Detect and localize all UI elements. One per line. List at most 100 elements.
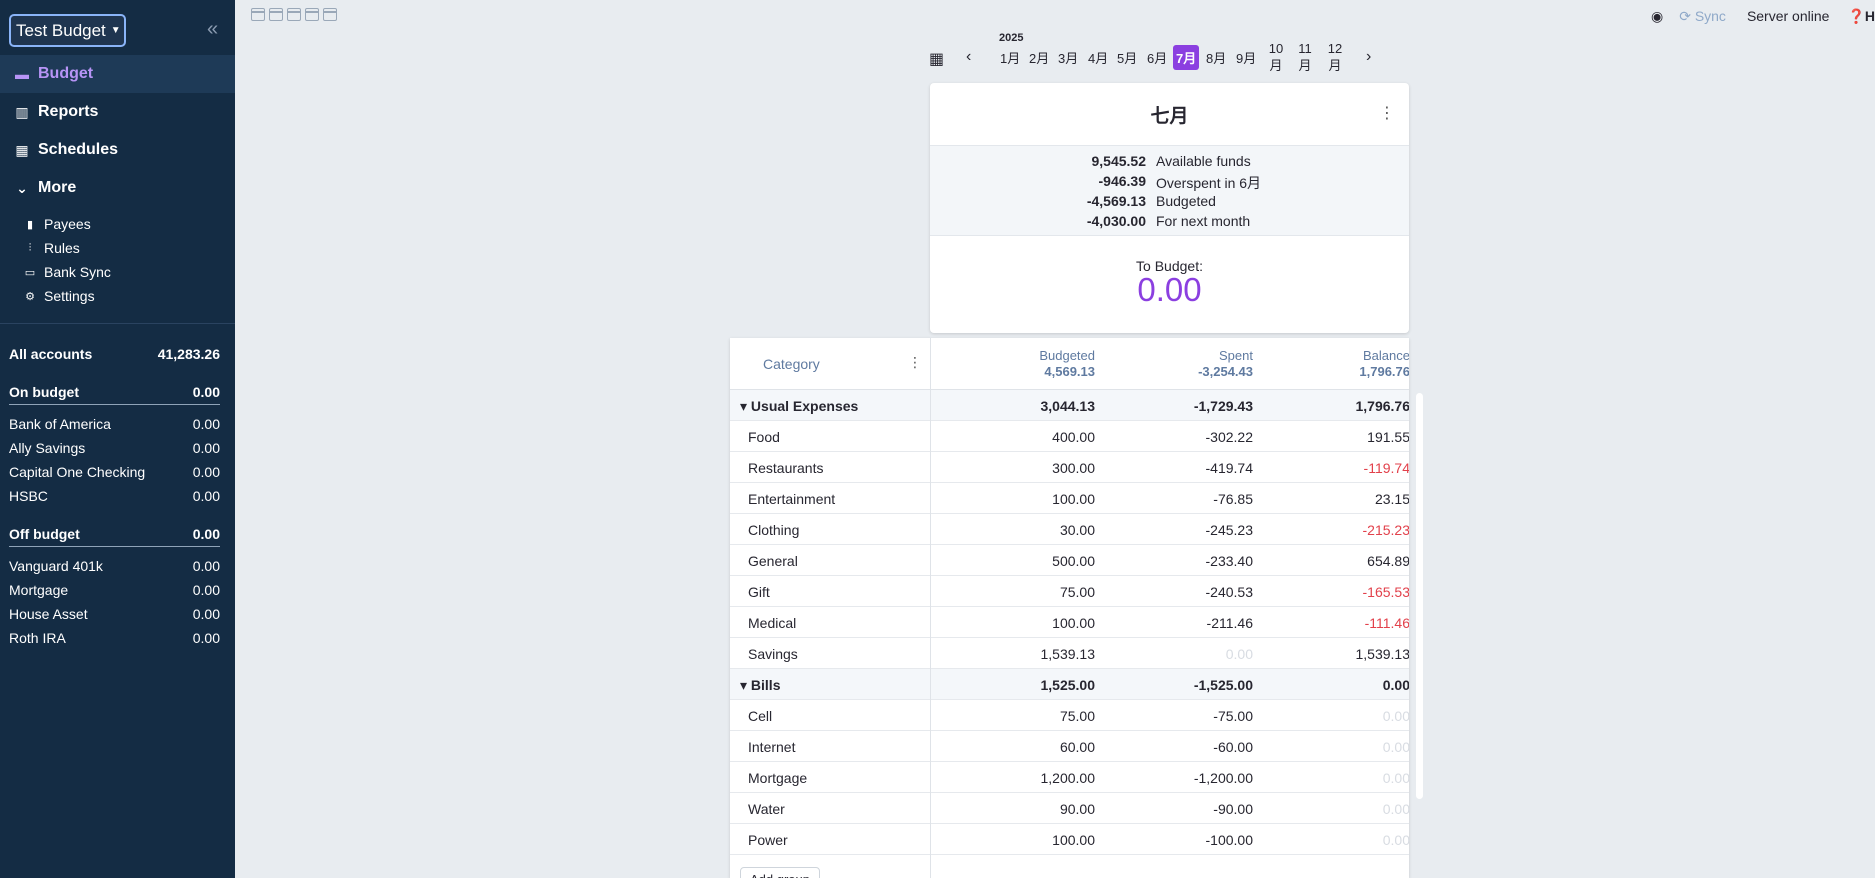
month-button[interactable]: 8月 bbox=[1206, 51, 1227, 66]
budgeted-cell[interactable]: 500.00 bbox=[1052, 553, 1095, 569]
caret-down-icon[interactable]: ▾ bbox=[740, 677, 751, 693]
category-row[interactable]: Food 400.00 -302.22 191.55 bbox=[730, 421, 1409, 452]
category-row[interactable]: Mortgage 1,200.00 -1,200.00 0.00 bbox=[730, 762, 1409, 793]
month-button[interactable]: 3月 bbox=[1058, 51, 1079, 66]
summary-month-title: 七月 bbox=[1150, 105, 1189, 127]
budgeted-cell[interactable]: 3,044.13 bbox=[1040, 398, 1096, 414]
account-row[interactable]: House Asset 0.00 bbox=[9, 606, 220, 622]
month-button[interactable]: 5月 bbox=[1117, 51, 1138, 66]
category-name[interactable]: Clothing bbox=[748, 522, 799, 538]
nav-rules[interactable]: ⫶ Rules bbox=[24, 237, 80, 259]
nav-bank-sync[interactable]: ▭ Bank Sync bbox=[24, 261, 111, 283]
category-row[interactable]: Water 90.00 -90.00 0.00 bbox=[730, 793, 1409, 824]
month-button[interactable]: 6月 bbox=[1147, 51, 1168, 66]
category-row[interactable]: Savings 1,539.13 0.00 1,539.13 bbox=[730, 638, 1409, 669]
collapse-sidebar-icon[interactable]: « bbox=[207, 18, 219, 40]
account-row[interactable]: Bank of America 0.00 bbox=[9, 416, 220, 432]
calendar-icon[interactable] bbox=[251, 8, 265, 21]
group-name[interactable]: ▾ Bills bbox=[740, 677, 781, 694]
help-button[interactable]: ❓H bbox=[1847, 7, 1875, 24]
scrollbar[interactable] bbox=[1416, 393, 1423, 799]
category-name[interactable]: Medical bbox=[748, 615, 796, 631]
category-group-row[interactable]: ▾ Bills 1,525.00 -1,525.00 0.00 bbox=[730, 669, 1409, 700]
category-name[interactable]: Cell bbox=[748, 708, 772, 724]
calendar-icon[interactable]: ▦ bbox=[929, 51, 945, 68]
category-row[interactable]: Entertainment 100.00 -76.85 23.15 bbox=[730, 483, 1409, 514]
category-name[interactable]: Gift bbox=[748, 584, 770, 600]
budgeted-cell[interactable]: 60.00 bbox=[1059, 739, 1095, 755]
nav-schedules[interactable]: ▦ Schedules bbox=[0, 131, 235, 169]
account-row[interactable]: Roth IRA 0.00 bbox=[9, 630, 220, 646]
budgeted-cell[interactable]: 100.00 bbox=[1052, 832, 1095, 848]
more-vertical-icon[interactable]: ⋮ bbox=[1379, 105, 1395, 122]
category-row[interactable]: Internet 60.00 -60.00 0.00 bbox=[730, 731, 1409, 762]
budgeted-cell[interactable]: 75.00 bbox=[1059, 708, 1095, 724]
off-budget-row[interactable]: Off budget 0.00 bbox=[9, 526, 220, 547]
category-name[interactable]: Internet bbox=[748, 739, 795, 755]
budgeted-cell[interactable]: 100.00 bbox=[1052, 615, 1095, 631]
account-row[interactable]: Capital One Checking 0.00 bbox=[9, 464, 220, 480]
to-budget-value[interactable]: 0.00 bbox=[1137, 271, 1202, 308]
calendar-icon[interactable] bbox=[287, 8, 301, 21]
category-name[interactable]: Mortgage bbox=[748, 770, 807, 786]
nav-reports[interactable]: ▥ Reports bbox=[0, 93, 235, 131]
category-name[interactable]: Food bbox=[748, 429, 780, 445]
category-row[interactable]: Gift 75.00 -240.53 -165.53 bbox=[730, 576, 1409, 607]
account-row[interactable]: Vanguard 401k 0.00 bbox=[9, 558, 220, 574]
group-name[interactable]: ▾ Usual Expenses bbox=[740, 398, 858, 415]
month-button[interactable]: 4月 bbox=[1088, 51, 1109, 66]
calendar-icon[interactable] bbox=[323, 8, 337, 21]
month-button[interactable]: 1月 bbox=[1000, 51, 1021, 66]
category-name[interactable]: Savings bbox=[748, 646, 798, 662]
budgeted-cell[interactable]: 90.00 bbox=[1059, 801, 1095, 817]
server-status[interactable]: Server online bbox=[1746, 8, 1830, 24]
budget-name-button[interactable]: Test Budget ▼ bbox=[9, 14, 126, 47]
budgeted-cell[interactable]: 1,525.00 bbox=[1040, 677, 1096, 693]
calendar-icon[interactable] bbox=[305, 8, 319, 21]
category-group-row[interactable]: ▾ Usual Expenses 3,044.13 -1,729.43 1,796.7… bbox=[730, 390, 1409, 421]
month-button[interactable]: 10月 bbox=[1268, 41, 1284, 73]
chevron-right-icon[interactable]: › bbox=[1366, 48, 1372, 65]
category-name[interactable]: Restaurants bbox=[748, 460, 823, 476]
budgeted-cell[interactable]: 1,200.00 bbox=[1040, 770, 1096, 786]
month-button[interactable]: 11月 bbox=[1298, 41, 1312, 73]
calendar-icon[interactable] bbox=[269, 8, 283, 21]
category-row[interactable]: Clothing 30.00 -245.23 -215.23 bbox=[730, 514, 1409, 545]
category-name[interactable]: Entertainment bbox=[748, 491, 835, 507]
category-row[interactable]: Power 100.00 -100.00 0.00 bbox=[730, 824, 1409, 855]
balance-header: Balance 1,796.76 bbox=[1270, 348, 1409, 380]
category-row[interactable]: Cell 75.00 -75.00 0.00 bbox=[730, 700, 1409, 731]
account-row[interactable]: HSBC 0.00 bbox=[9, 488, 220, 504]
nav-more[interactable]: ⌄ More bbox=[0, 169, 235, 207]
category-row[interactable]: Medical 100.00 -211.46 -111.46 bbox=[730, 607, 1409, 638]
eye-icon[interactable]: ◉ bbox=[1650, 7, 1664, 24]
category-row[interactable]: General 500.00 -233.40 654.89 bbox=[730, 545, 1409, 576]
budgeted-cell[interactable]: 400.00 bbox=[1052, 429, 1095, 445]
more-vertical-icon[interactable]: ⋮ bbox=[908, 354, 922, 370]
on-budget-row[interactable]: On budget 0.00 bbox=[9, 384, 220, 405]
all-accounts-row[interactable]: All accounts 41,283.26 bbox=[9, 346, 220, 362]
caret-down-icon[interactable]: ▾ bbox=[740, 398, 751, 414]
month-button[interactable]: 12月 bbox=[1327, 41, 1343, 73]
category-name[interactable]: Water bbox=[748, 801, 785, 817]
nav-budget[interactable]: ▬ Budget bbox=[0, 55, 235, 93]
budgeted-cell[interactable]: 75.00 bbox=[1059, 584, 1095, 600]
category-name[interactable]: General bbox=[748, 553, 798, 569]
summary-value: -4,030.00 bbox=[1086, 213, 1146, 229]
account-row[interactable]: Ally Savings 0.00 bbox=[9, 440, 220, 456]
chevron-left-icon[interactable]: ‹ bbox=[966, 48, 972, 65]
account-row[interactable]: Mortgage 0.00 bbox=[9, 582, 220, 598]
month-button-selected[interactable]: 7月 bbox=[1173, 45, 1200, 70]
category-row[interactable]: Restaurants 300.00 -419.74 -119.74 bbox=[730, 452, 1409, 483]
budgeted-cell[interactable]: 30.00 bbox=[1059, 522, 1095, 538]
budgeted-cell[interactable]: 1,539.13 bbox=[1040, 646, 1096, 662]
month-button[interactable]: 2月 bbox=[1029, 51, 1050, 66]
add-group-button[interactable]: Add group bbox=[740, 867, 820, 878]
nav-payees[interactable]: ▮ Payees bbox=[24, 213, 91, 235]
budgeted-cell[interactable]: 300.00 bbox=[1052, 460, 1095, 476]
sync-button[interactable]: ⟳ Sync bbox=[1679, 7, 1726, 24]
budgeted-cell[interactable]: 100.00 bbox=[1052, 491, 1095, 507]
category-name[interactable]: Power bbox=[748, 832, 788, 848]
nav-settings[interactable]: ⚙ Settings bbox=[24, 285, 95, 307]
month-button[interactable]: 9月 bbox=[1236, 51, 1257, 66]
